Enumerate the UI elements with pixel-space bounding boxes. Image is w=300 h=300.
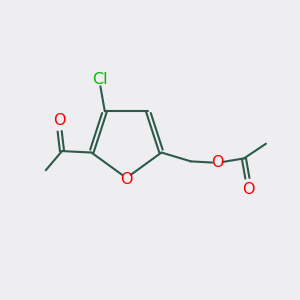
Text: O: O [211, 155, 224, 170]
Text: O: O [53, 113, 65, 128]
Text: Cl: Cl [93, 72, 108, 87]
Text: O: O [242, 182, 255, 197]
Text: O: O [120, 172, 133, 187]
